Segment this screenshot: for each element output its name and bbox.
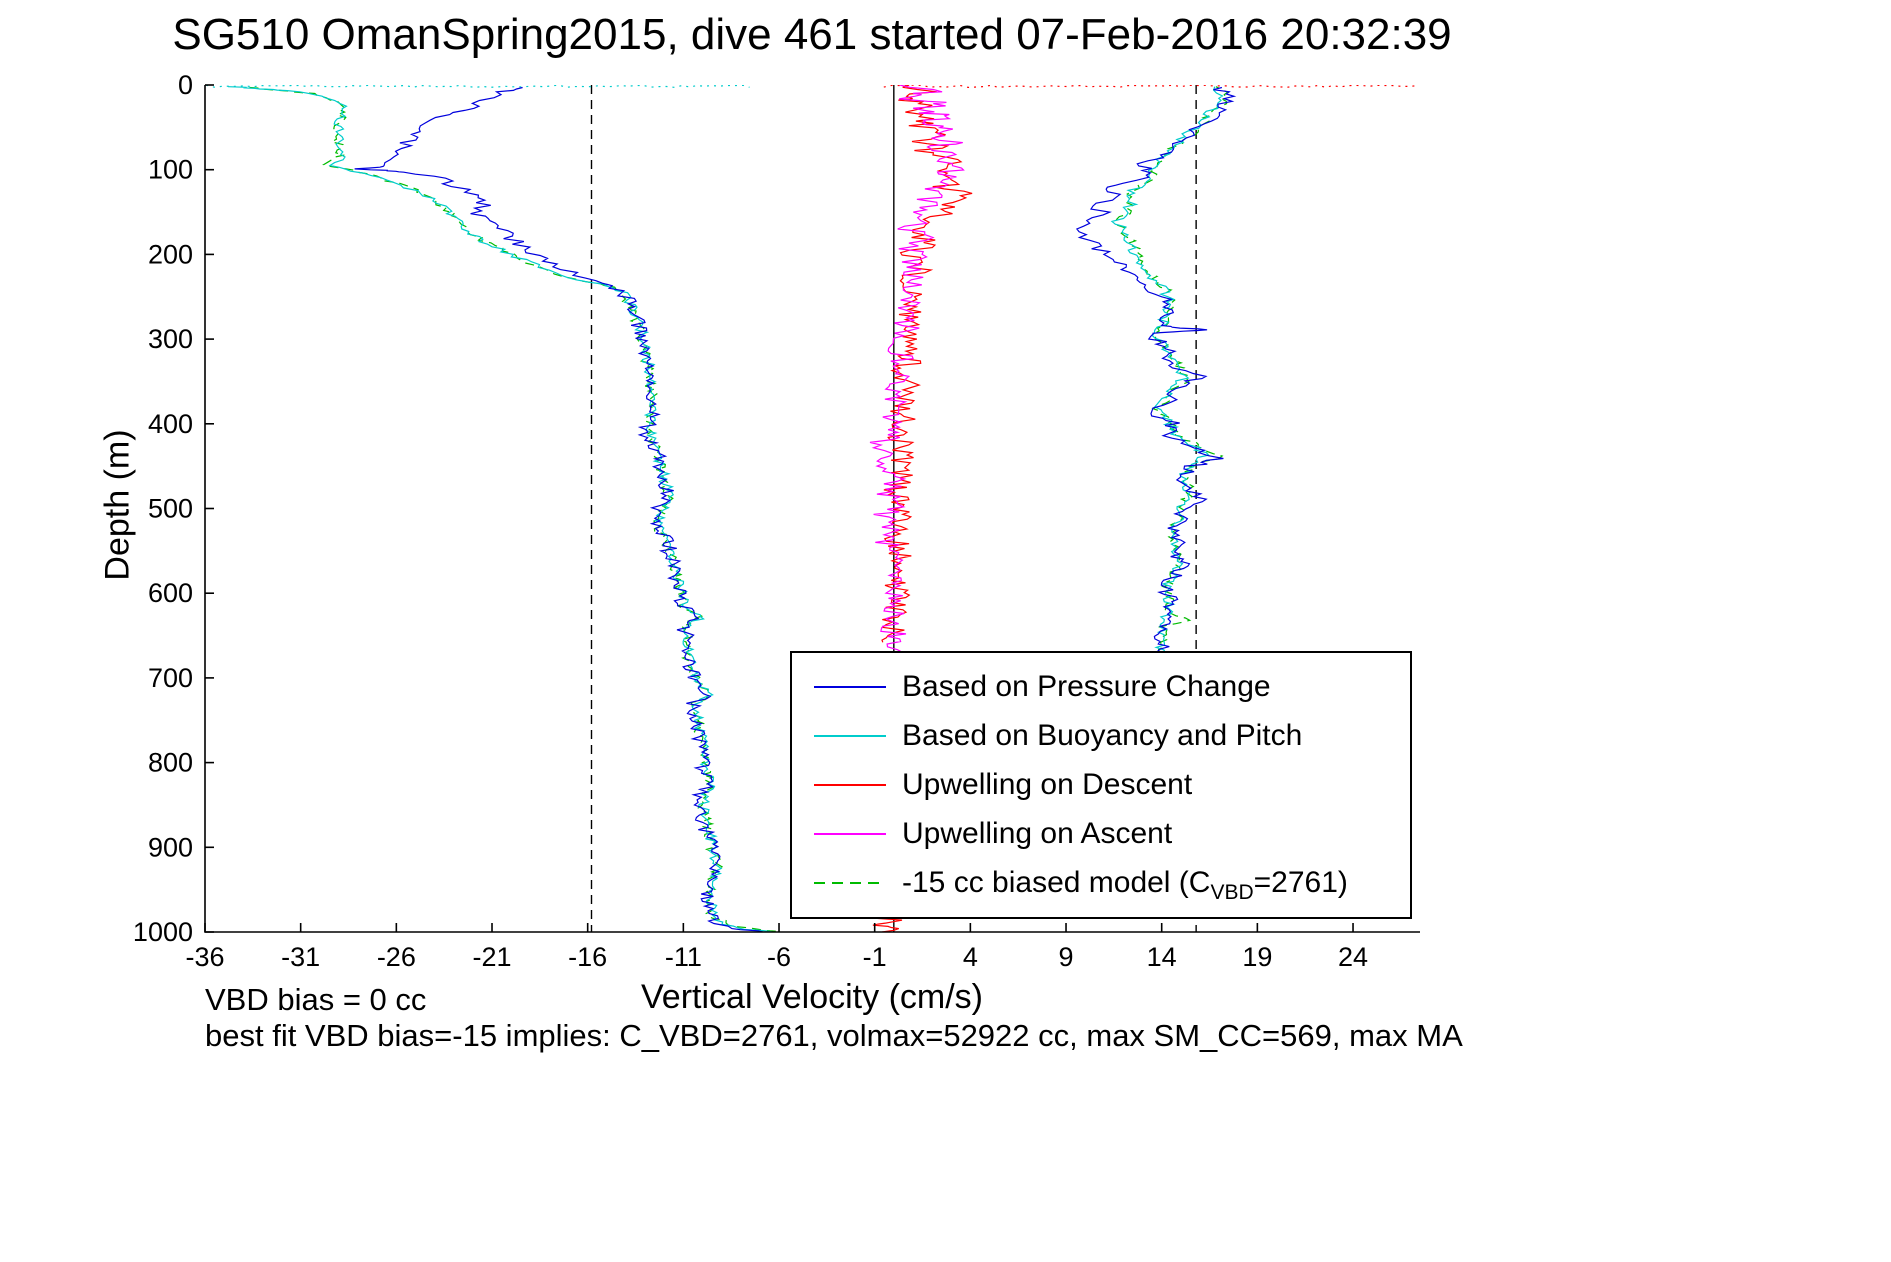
x-tick-label: -6 <box>767 942 791 972</box>
legend-entry: -15 cc biased model (CVBD=2761) <box>792 859 1410 908</box>
series-model-ascent <box>1115 86 1229 655</box>
series-pressure-descent <box>354 86 764 932</box>
legend-entry-label: Upwelling on Descent <box>902 768 1193 801</box>
series-pressure-ascent <box>1075 86 1237 655</box>
y-tick-label: 400 <box>148 409 193 439</box>
y-tick-label: 200 <box>148 239 193 269</box>
legend-line-swatch <box>814 686 886 688</box>
x-tick-label: 9 <box>1059 942 1074 972</box>
chart-title: SG510 OmanSpring2015, dive 461 started 0… <box>172 10 1452 59</box>
y-tick-label: 1000 <box>133 917 193 947</box>
series-buoyancy-ascent <box>1110 86 1224 653</box>
x-tick-label: -26 <box>377 942 416 972</box>
x-tick-label: -11 <box>665 942 702 972</box>
y-tick-label: 500 <box>148 494 193 524</box>
y-tick-label: 0 <box>178 70 193 100</box>
x-axis-label: Vertical Velocity (cm/s) <box>641 978 983 1016</box>
legend-entry: Upwelling on Descent <box>792 761 1410 810</box>
legend-entry-label: Based on Buoyancy and Pitch <box>902 719 1303 752</box>
series-upwelling-descent-bottom <box>872 917 903 932</box>
y-tick-label: 900 <box>148 832 193 862</box>
data-series <box>205 85 1418 932</box>
axes: -36 -31 -26 -21 -16 -11 -6 -1 4 9 14 19 24 0 100 200 300… <box>133 70 1420 972</box>
x-tick-label: -1 <box>863 942 887 972</box>
y-tick-label: 600 <box>148 578 193 608</box>
series-model-descent <box>249 86 782 932</box>
x-tick-label: 4 <box>963 942 978 972</box>
x-tick-label: 24 <box>1338 942 1368 972</box>
legend-line-swatch <box>814 784 886 786</box>
x-tick-label: -31 <box>281 942 320 972</box>
series-buoyancy-descent <box>228 86 773 932</box>
legend-entry: Upwelling on Ascent <box>792 810 1410 859</box>
legend-entry-label: Upwelling on Ascent <box>902 817 1173 850</box>
x-tick-label: -36 <box>185 942 224 972</box>
series-upwelling-descent <box>880 85 973 643</box>
chart-legend: Based on Pressure Change Based on Buoyanc… <box>790 651 1412 919</box>
y-tick-label: 700 <box>148 663 193 693</box>
y-tick-label: 100 <box>148 155 193 185</box>
y-tick-label: 300 <box>148 324 193 354</box>
series-surface-buoyancy-dotted <box>205 85 750 88</box>
x-tick-label: 14 <box>1147 942 1177 972</box>
x-tick-label: -21 <box>472 942 511 972</box>
legend-line-swatch <box>814 833 886 835</box>
legend-entry: Based on Pressure Change <box>792 663 1410 712</box>
y-tick-label: 800 <box>148 748 193 778</box>
legend-line-swatch <box>814 882 886 884</box>
series-surface-upwelling-dotted <box>883 85 1418 89</box>
legend-entry-label: -15 cc biased model (CVBD=2761) <box>902 866 1348 904</box>
x-tick-label: -16 <box>568 942 607 972</box>
legend-line-swatch <box>814 735 886 737</box>
legend-entry-label: Based on Pressure Change <box>902 670 1271 703</box>
legend-entry: Based on Buoyancy and Pitch <box>792 712 1410 761</box>
vbd-bias-annotation: VBD bias = 0 cc <box>205 982 427 1017</box>
x-tick-label: 19 <box>1242 942 1272 972</box>
series-upwelling-ascent <box>869 85 965 654</box>
best-fit-annotation: best fit VBD bias=-15 implies: C_VBD=276… <box>205 1018 1463 1053</box>
